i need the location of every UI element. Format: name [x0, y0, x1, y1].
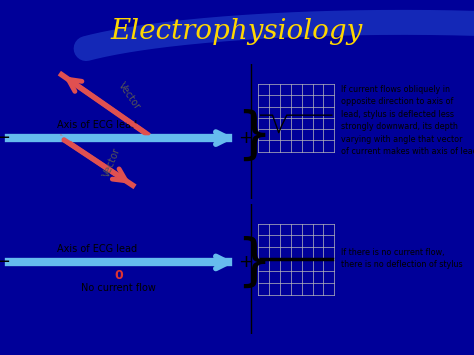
Text: If there is no current flow,
there is no deflection of stylus: If there is no current flow, there is no… [341, 248, 463, 269]
Text: Axis of ECG lead: Axis of ECG lead [57, 120, 137, 130]
Text: }: } [236, 108, 271, 162]
Text: +: + [238, 253, 253, 272]
Text: Vector: Vector [102, 146, 123, 179]
Text: If current flows obliquely in
opposite direction to axis of
lead, stylus is defl: If current flows obliquely in opposite d… [341, 85, 474, 156]
Text: }: } [236, 235, 271, 289]
Text: 0: 0 [114, 269, 123, 282]
Text: Electrophysiology: Electrophysiology [111, 18, 363, 45]
Text: −: − [0, 253, 10, 272]
Text: No current flow: No current flow [81, 283, 156, 293]
Text: −: − [0, 129, 10, 147]
Text: Vector: Vector [116, 81, 142, 112]
Text: +: + [238, 129, 253, 147]
Text: Axis of ECG lead: Axis of ECG lead [57, 245, 137, 255]
